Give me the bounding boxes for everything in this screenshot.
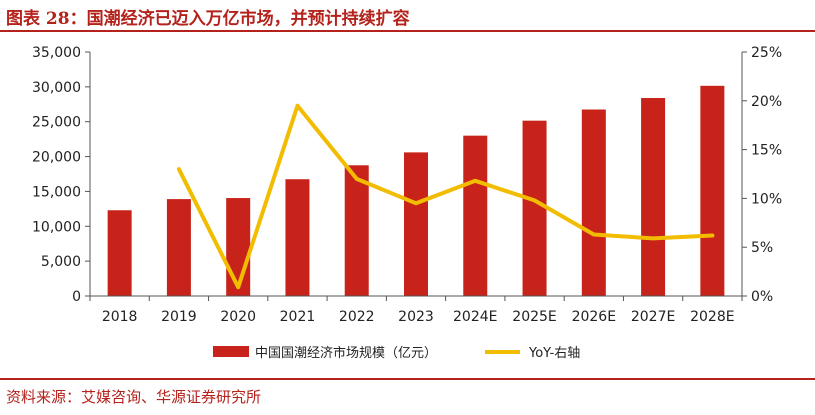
bar-2023 xyxy=(404,152,428,296)
yoy-line xyxy=(176,103,715,290)
right-tick-label: 15% xyxy=(751,143,782,159)
x-tick-label: 2026E xyxy=(572,309,616,325)
bar-2026E xyxy=(581,109,606,296)
x-tick-label: 2022 xyxy=(339,309,375,325)
x-tick-label: 2024E xyxy=(453,309,497,325)
x-tick-label: 2019 xyxy=(161,309,197,325)
x-tick-label: 2018 xyxy=(102,309,138,325)
left-tick-label: 10,000 xyxy=(32,219,81,235)
right-axis-ticks: 0% 5% 10% 15% 20% 25% xyxy=(742,45,782,305)
left-tick-label: 5,000 xyxy=(41,254,81,270)
source-note: 资料来源：艾媒咨询、华源证券研究所 xyxy=(6,388,262,406)
legend-line-label: YoY-右轴 xyxy=(528,346,580,361)
left-tick-label: 35,000 xyxy=(32,45,81,61)
right-tick-label: 0% xyxy=(751,289,773,305)
left-tick-label: 15,000 xyxy=(32,184,81,200)
x-tick-label: 2027E xyxy=(631,309,675,325)
bar-2024E xyxy=(463,135,488,296)
bar-2025E xyxy=(522,120,547,296)
left-tick-label: 0 xyxy=(72,289,81,305)
left-tick-label: 30,000 xyxy=(32,80,81,96)
left-axis-ticks: 0 5,000 10,000 15,000 20,000 25,000 30,000 35,0… xyxy=(32,45,90,305)
legend-bar-swatch xyxy=(213,346,249,357)
right-tick-label: 25% xyxy=(751,45,782,61)
legend: 中国国潮经济市场规模（亿元） YoY-右轴 xyxy=(213,345,580,361)
bar-2021 xyxy=(285,179,310,296)
left-tick-label: 25,000 xyxy=(32,115,81,131)
bar-2022 xyxy=(344,165,369,296)
bar-series xyxy=(107,85,725,296)
chart: 0 5,000 10,000 15,000 20,000 25,000 30,000 35,0… xyxy=(32,45,782,361)
x-tick-label: 2028E xyxy=(690,309,734,325)
footer-divider xyxy=(0,378,815,380)
bar-2028E xyxy=(700,85,725,296)
x-tick-label: 2020 xyxy=(220,309,256,325)
left-tick-label: 20,000 xyxy=(32,150,81,166)
x-tick-label: 2021 xyxy=(280,309,316,325)
x-axis-ticks: 2018 2019 2020 2021 2022 2023 2024E 2025E 2026E 2… xyxy=(89,296,743,325)
bar-2027E xyxy=(641,98,666,296)
legend-bar-label: 中国国潮经济市场规模（亿元） xyxy=(255,345,437,361)
right-tick-label: 10% xyxy=(751,191,782,207)
x-tick-label: 2023 xyxy=(398,309,434,325)
bar-2020 xyxy=(226,198,251,296)
bar-2019 xyxy=(166,199,191,296)
right-tick-label: 20% xyxy=(751,94,782,110)
axes xyxy=(89,52,743,297)
bar-2018 xyxy=(107,210,132,296)
title-divider xyxy=(0,30,815,32)
figure-title: 图表 28：国潮经济已迈入万亿市场，并预计持续扩容 xyxy=(6,9,410,29)
right-tick-label: 5% xyxy=(751,240,773,256)
x-tick-label: 2025E xyxy=(512,309,556,325)
